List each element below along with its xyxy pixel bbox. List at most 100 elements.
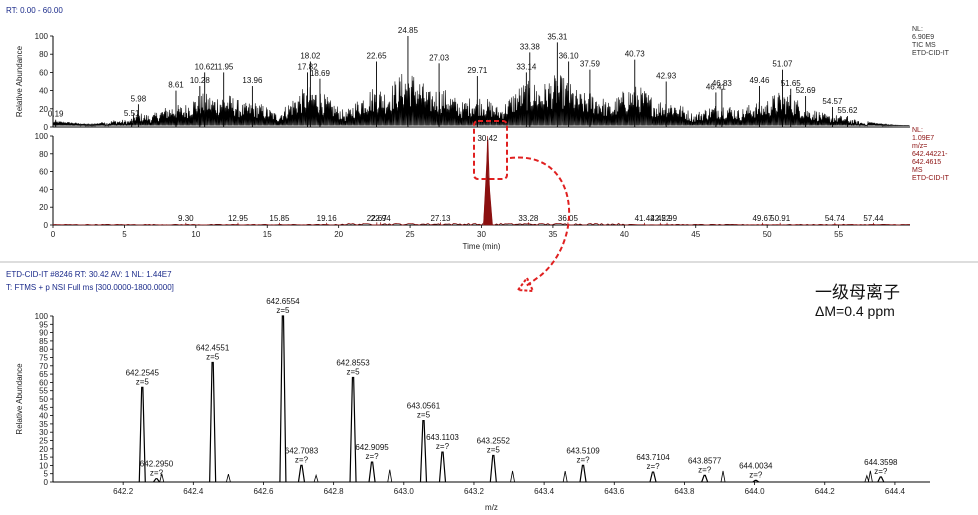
- ms-peak-charge-label: z=?: [874, 467, 888, 476]
- x-tick-label: 35: [548, 230, 557, 239]
- xic-peak-label: 57.44: [863, 214, 884, 223]
- ms-peak-charge-label: z=5: [417, 411, 431, 420]
- ms-peak: [419, 419, 428, 483]
- x-tick-label: 50: [763, 230, 772, 239]
- y-tick-label: 100: [35, 132, 49, 141]
- ms-peak-charge-label: z=?: [576, 455, 590, 464]
- xic-peak-label: 27.13: [430, 214, 451, 223]
- ms-peak-mz-label: 642.2950: [140, 460, 174, 469]
- tic-peak-label: 10.62: [195, 62, 216, 71]
- side-label-line: MS: [912, 167, 923, 174]
- highlight-box: [473, 120, 508, 180]
- ms-minor-peak: [313, 473, 319, 483]
- ms-peak-charge-label: z=?: [365, 452, 379, 461]
- x-tick-label: 643.4: [534, 487, 555, 496]
- tic-panel: 0 20 40 60 80 100 Relative Abundance 0.19 5.51 5.…: [15, 26, 950, 132]
- ms-peak-mz-label: 642.4551: [196, 343, 230, 352]
- ms-minor-peak: [510, 470, 515, 483]
- xic-peak-label: 42.52: [650, 214, 671, 223]
- xic-peak-label: 22.67: [367, 214, 388, 223]
- x-tick-label: 45: [691, 230, 700, 239]
- x-tick-label: 5: [122, 230, 127, 239]
- ms-peak-charge-label: z=?: [295, 455, 309, 464]
- y-tick-label: 35: [39, 420, 48, 429]
- y-tick-label: 100: [35, 32, 49, 41]
- ms-peak: [877, 476, 885, 483]
- annotation-title: 一级母离子: [815, 283, 900, 303]
- x-tick-label: 10: [191, 230, 200, 239]
- x-tick-label: 642.4: [183, 487, 204, 496]
- ms-peak: [138, 386, 146, 483]
- x-tick-label: 30: [477, 230, 486, 239]
- tic-peak-label: 11.95: [214, 62, 234, 71]
- ms-peak-mz-label: 642.2545: [126, 368, 160, 377]
- tic-peak-label: 42.93: [656, 72, 677, 81]
- tic-peak-label: 52.69: [796, 86, 817, 95]
- ms-peak-charge-label: z=5: [136, 377, 150, 386]
- y-tick-label: 80: [39, 345, 48, 354]
- rt-range-header: RT: 0.00 - 60.00: [6, 6, 63, 15]
- tic-peak-label: 36.10: [559, 51, 580, 60]
- tic-peak-label: 22.65: [367, 51, 388, 60]
- y-tick-label: 20: [39, 445, 48, 454]
- x-tick-label: 55: [834, 230, 843, 239]
- tic-peak-label: 5.98: [131, 94, 147, 103]
- xic-peak-label: 50.91: [770, 214, 791, 223]
- ms-peak-mz-label: 644.3598: [864, 458, 898, 467]
- ms-peak: [349, 376, 357, 483]
- tic-peak-label: 33.38: [520, 42, 541, 51]
- ms-peak-charge-label: z=5: [346, 367, 360, 376]
- ms-peak-mz-label: 642.9095: [355, 443, 389, 452]
- side-label-line: TIC MS: [912, 42, 936, 49]
- ms-peak: [368, 461, 376, 483]
- ms-peak-charge-label: z=?: [698, 465, 712, 474]
- x-tick-label: 642.2: [113, 487, 134, 496]
- y-tick-label: 70: [39, 362, 48, 371]
- y-tick-label: 60: [39, 68, 48, 77]
- y-tick-label: 40: [39, 87, 48, 96]
- x-tick-label: 642.8: [324, 487, 345, 496]
- ms-peak-charge-label: z=5: [206, 352, 220, 361]
- xic-peak-label: 12.95: [228, 214, 249, 223]
- x-tick-label: 642.6: [253, 487, 274, 496]
- y-tick-label: 15: [39, 453, 48, 462]
- side-label-line: 642.4615: [912, 159, 941, 166]
- y-tick-label: 30: [39, 428, 48, 437]
- side-label-line: 6.90E9: [912, 34, 934, 41]
- tic-peak-label: 46.83: [712, 79, 733, 88]
- tic-peak-label: 40.73: [625, 50, 646, 59]
- ms-peak-mz-label: 642.8553: [336, 358, 370, 367]
- x-tick-label: 643.2: [464, 487, 485, 496]
- highlight-arrow: [509, 156, 571, 287]
- y-tick-label: 80: [39, 50, 48, 59]
- ms-peak-charge-label: z=?: [749, 470, 763, 479]
- xic-peak-label: 49.67: [752, 214, 773, 223]
- xic-panel: 0 20 40 60 80 100 0 5 10 15 20 25 30 35 40 45 50 55 Time (…: [35, 127, 950, 251]
- tic-peak-label: 10.28: [190, 76, 211, 85]
- y-tick-label: 95: [39, 320, 48, 329]
- ms-peak: [649, 471, 657, 483]
- ms-peak-charge-label: z=?: [150, 469, 164, 478]
- mass-spectrum-panel: 0510152025303540455055606570758085909510…: [15, 297, 930, 512]
- y-tick-label: 60: [39, 168, 48, 177]
- tic-peak-label: 13.96: [242, 76, 263, 85]
- y-tick-label: 25: [39, 437, 48, 446]
- tic-peak-label: 35.31: [547, 32, 568, 41]
- y-tick-label: 45: [39, 403, 48, 412]
- ms-peak-charge-label: z=5: [487, 445, 501, 454]
- ms-peak-mz-label: 643.2552: [477, 436, 511, 445]
- xic-peak-label: 33.28: [518, 214, 539, 223]
- side-label-line: ETD-CID-IT: [912, 50, 950, 57]
- ms-peak-mz-label: 643.8577: [688, 456, 722, 465]
- tic-trace: [52, 74, 910, 127]
- xic-trace: [52, 139, 911, 226]
- y-tick-label: 50: [39, 395, 48, 404]
- ms-peak-charge-label: z=?: [646, 462, 660, 471]
- y-tick-label: 40: [39, 412, 48, 421]
- x-tick-label: 644.0: [745, 487, 766, 496]
- xic-peak-label: 30.42: [477, 134, 498, 143]
- ms-peak-mz-label: 643.0561: [407, 402, 441, 411]
- y-tick-label: 60: [39, 378, 48, 387]
- side-label-line: ETD-CID-IT: [912, 175, 950, 182]
